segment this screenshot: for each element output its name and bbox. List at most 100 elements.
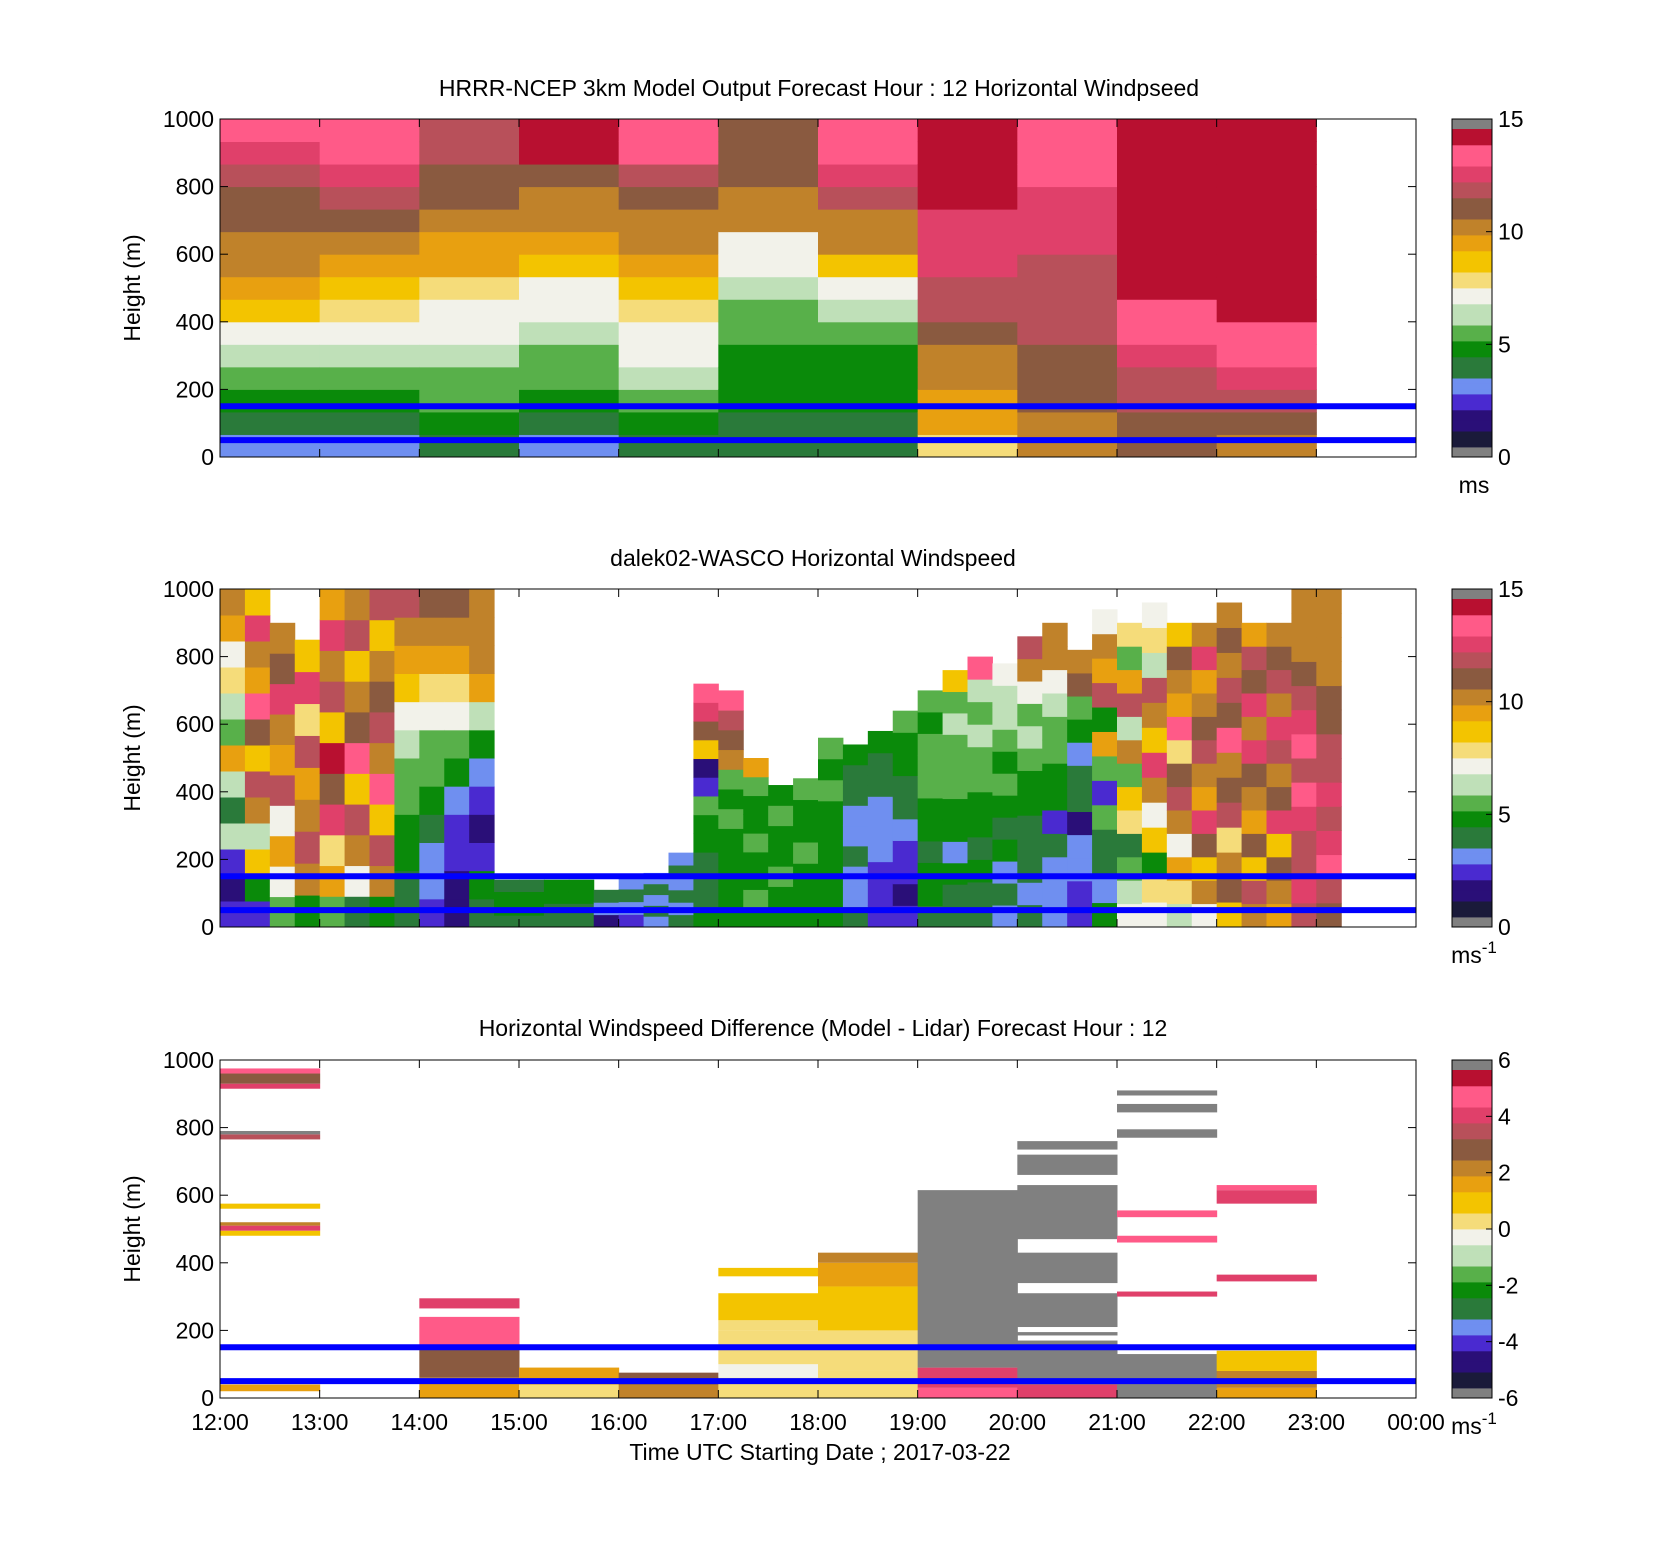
heatmap-cell: [1067, 672, 1093, 697]
colorbar-swatch: [1452, 673, 1492, 679]
colorbar-swatch: [1452, 795, 1492, 801]
panel-lidar-title: dalek02-WASCO Horizontal Windspeed: [610, 545, 1016, 571]
heatmap-cell: [1017, 725, 1043, 749]
heatmap-cell: [917, 754, 944, 777]
heatmap-cell: [344, 804, 370, 836]
colorbar-swatch: [1452, 895, 1492, 902]
colorbar-swatch: [1452, 166, 1492, 172]
heatmap-cell: [718, 164, 819, 188]
heatmap-cell: [419, 617, 445, 646]
heatmap-cell: [942, 755, 968, 778]
time-tick-label: 13:00: [291, 1409, 349, 1435]
y-tick-label: 600: [176, 1182, 214, 1208]
colorbar-unit: ms: [1459, 472, 1490, 498]
heatmap-cell: [818, 842, 844, 865]
colorbar-swatch: [1452, 1303, 1492, 1309]
heatmap-cell: [294, 831, 321, 864]
colorbar-swatch: [1452, 409, 1492, 416]
heatmap-cell: [818, 254, 919, 278]
colorbar-swatch: [1452, 720, 1492, 727]
heatmap-cell: [1216, 276, 1317, 300]
heatmap-cell: [867, 883, 894, 906]
heatmap-cell: [1117, 254, 1218, 278]
heatmap-cell: [842, 886, 869, 908]
heatmap-cell: [519, 141, 620, 165]
heatmap-cell: [519, 164, 620, 188]
colorbar-swatch: [1452, 826, 1492, 833]
heatmap-cell: [319, 164, 420, 188]
heatmap-cell: [1042, 833, 1068, 858]
heatmap-cell: [1316, 685, 1342, 711]
colorbar-swatch: [1452, 705, 1492, 711]
heatmap-cell: [1291, 637, 1317, 662]
heatmap-cell: [1092, 682, 1118, 708]
heatmap-cell: [917, 883, 944, 906]
heatmap-cell: [1117, 1129, 1218, 1138]
heatmap-cell: [818, 186, 919, 210]
heatmap-cell: [319, 366, 420, 390]
heatmap-cell: [419, 701, 445, 731]
heatmap-cell: [743, 795, 769, 815]
heatmap-cell: [867, 861, 894, 884]
heatmap-cell: [1067, 719, 1093, 743]
heatmap-cell: [793, 820, 819, 843]
colorbar-swatch: [1452, 303, 1492, 310]
heatmap-cell: [818, 800, 844, 823]
heatmap-cell: [967, 814, 993, 838]
heatmap-cell: [1042, 622, 1068, 647]
heatmap-cell: [1291, 709, 1317, 735]
heatmap-cell: [593, 889, 620, 903]
heatmap-cell: [1291, 733, 1317, 759]
colorbar-swatch: [1452, 420, 1492, 427]
heatmap-cell: [1067, 742, 1093, 766]
heatmap-cell: [220, 141, 321, 165]
heatmap-cell: [244, 719, 271, 746]
colorbar-swatch: [1452, 1197, 1492, 1203]
heatmap-cell: [419, 299, 520, 323]
heatmap-cell: [1067, 834, 1093, 859]
heatmap-cell: [693, 889, 719, 909]
heatmap-cell: [1216, 652, 1243, 678]
colorbar-swatch: [1452, 773, 1492, 780]
heatmap-cell: [892, 775, 919, 798]
heatmap-cell: [892, 710, 919, 733]
colorbar-swatch: [1452, 404, 1492, 411]
colorbar-tick-label: -2: [1498, 1272, 1518, 1298]
heatmap-cell: [394, 758, 420, 787]
heatmap-cell: [220, 209, 321, 233]
heatmap-cell: [1117, 1235, 1218, 1243]
heatmap-cell: [942, 777, 968, 800]
heatmap-cell: [394, 786, 420, 815]
heatmap-cell: [1042, 716, 1068, 741]
heatmap-cell: [444, 617, 470, 646]
heatmap-cell: [818, 299, 919, 323]
heatmap-cell: [1017, 209, 1118, 233]
heatmap-cell: [244, 667, 271, 694]
colorbar-swatch: [1452, 1154, 1492, 1161]
heatmap-cell: [1241, 693, 1267, 717]
heatmap-cell: [1092, 829, 1118, 855]
colorbar-swatch: [1452, 250, 1492, 257]
heatmap-cell: [269, 622, 296, 654]
heatmap-cell: [1042, 810, 1068, 834]
y-tick-label: 0: [201, 914, 214, 940]
heatmap-cell: [1017, 837, 1043, 861]
colorbar-swatch: [1452, 1276, 1492, 1283]
heatmap-cell: [818, 758, 844, 781]
heatmap-cell: [444, 898, 470, 928]
heatmap-cell: [1092, 780, 1118, 806]
colorbar-swatch: [1452, 1266, 1492, 1272]
heatmap-cell: [768, 845, 794, 867]
heatmap-cell: [1266, 739, 1292, 764]
colorbar-swatch: [1452, 1202, 1492, 1209]
heatmap-cell: [1092, 804, 1118, 830]
heatmap-cell: [818, 1252, 919, 1263]
heatmap-cell: [394, 589, 420, 618]
heatmap-cell: [867, 774, 894, 797]
heatmap-cell: [892, 732, 919, 755]
heatmap-cell: [892, 753, 919, 777]
heatmap-cell: [718, 119, 819, 143]
colorbar-swatch: [1452, 219, 1492, 225]
colorbar-swatch: [1452, 1149, 1492, 1156]
heatmap-cell: [743, 776, 769, 797]
